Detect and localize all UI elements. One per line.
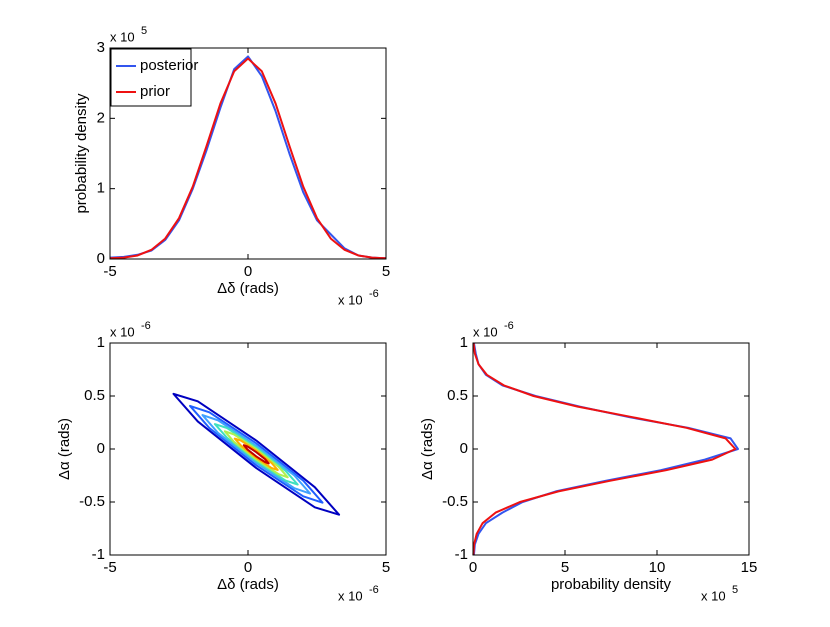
y-multiplier-exponent: -6 xyxy=(504,320,514,332)
y-tick-label: 0 xyxy=(97,440,105,457)
y-axis-label: Δα (rads) xyxy=(419,418,436,480)
series-line xyxy=(472,342,737,556)
x-axis-label: Δδ (rads) xyxy=(217,576,279,593)
x-tick-label: 15 xyxy=(741,559,758,576)
y-multiplier: x 10 xyxy=(110,324,135,339)
x-multiplier-exponent: -6 xyxy=(369,584,379,596)
y-multiplier: x 10 xyxy=(473,324,498,339)
x-tick-label: 0 xyxy=(469,559,477,576)
y-tick-label: 0.5 xyxy=(84,387,105,404)
y-tick-label: -1 xyxy=(92,546,105,563)
contour-line xyxy=(172,392,341,516)
contour-line xyxy=(233,437,279,471)
y-tick-label: 1 xyxy=(460,334,468,351)
x-multiplier: x 10 xyxy=(338,588,363,603)
x-tick-label: 5 xyxy=(382,263,390,280)
y-tick-label: -0.5 xyxy=(79,493,105,510)
y-tick-label: 1 xyxy=(97,180,105,197)
x-multiplier-exponent: 5 xyxy=(732,584,738,596)
y-multiplier-exponent: 5 xyxy=(141,25,147,37)
x-axis-label: Δδ (rads) xyxy=(217,280,279,297)
x-tick-label: -5 xyxy=(103,263,116,280)
y-axis-label: probability density xyxy=(73,93,90,214)
y-multiplier-exponent: -6 xyxy=(141,320,151,332)
legend-label: prior xyxy=(140,83,170,100)
x-multiplier-exponent: -6 xyxy=(369,288,379,300)
y-tick-label: 0 xyxy=(97,250,105,267)
legend-label: posterior xyxy=(140,57,198,74)
contour-line xyxy=(201,414,312,495)
x-tick-label: 5 xyxy=(561,559,569,576)
axes-box xyxy=(473,343,749,555)
y-tick-label: -0.5 xyxy=(442,493,468,510)
y-tick-label: 0 xyxy=(460,440,468,457)
contour-line xyxy=(223,430,289,479)
x-multiplier: x 10 xyxy=(701,588,726,603)
contour-line xyxy=(189,404,324,504)
y-tick-label: 1 xyxy=(97,334,105,351)
legend-box xyxy=(110,48,192,107)
x-tick-label: 5 xyxy=(382,559,390,576)
y-multiplier: x 10 xyxy=(110,29,135,44)
y-tick-label: -1 xyxy=(455,546,468,563)
y-tick-label: 0.5 xyxy=(447,387,468,404)
x-tick-label: 10 xyxy=(649,559,666,576)
y-tick-label: 2 xyxy=(97,109,105,126)
series-line xyxy=(109,57,387,260)
y-axis-label: Δα (rads) xyxy=(56,418,73,480)
x-tick-label: 0 xyxy=(244,263,252,280)
y-tick-label: 3 xyxy=(97,39,105,56)
x-tick-label: 0 xyxy=(244,559,252,576)
x-axis-label: probability density xyxy=(551,576,672,593)
contour-line xyxy=(242,444,270,465)
contour-line xyxy=(213,423,299,486)
x-tick-label: -5 xyxy=(103,559,116,576)
x-multiplier: x 10 xyxy=(338,292,363,307)
